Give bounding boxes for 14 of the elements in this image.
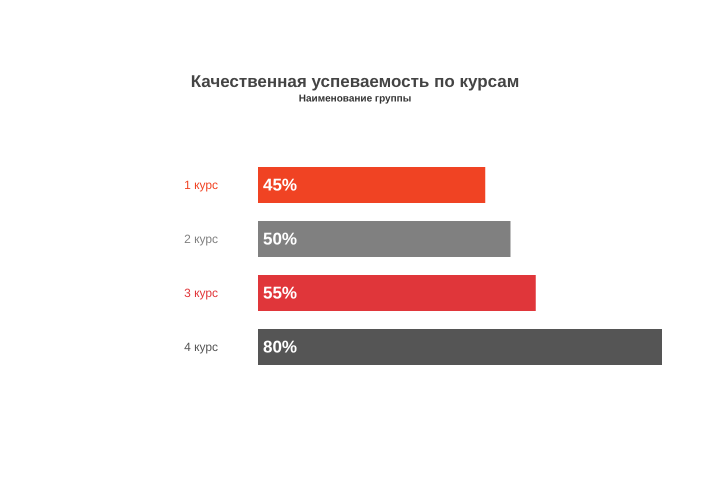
y-tick-label: 1 курс bbox=[184, 178, 218, 192]
bar bbox=[258, 329, 662, 365]
data-label: 45% bbox=[263, 176, 298, 194]
chart-subtitle: Наименование группы bbox=[298, 94, 412, 104]
y-tick-label: 4 курс bbox=[184, 340, 218, 354]
bar bbox=[258, 275, 536, 311]
bar bbox=[258, 221, 510, 257]
y-tick-label: 3 курс bbox=[184, 286, 218, 300]
data-label: 50% bbox=[263, 230, 298, 248]
data-label: 55% bbox=[263, 284, 298, 302]
y-tick-label: 2 курс bbox=[184, 232, 218, 246]
data-label: 80% bbox=[263, 338, 298, 356]
bar bbox=[258, 167, 486, 203]
chart-title: Качественная успеваемость по курсам bbox=[190, 72, 520, 91]
